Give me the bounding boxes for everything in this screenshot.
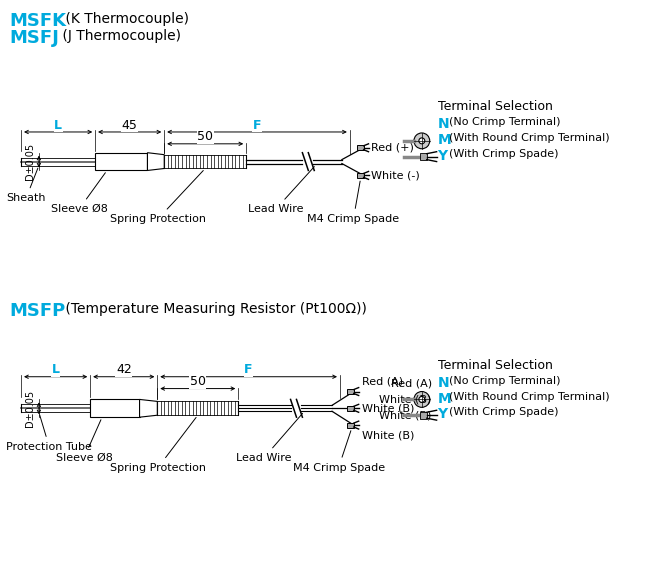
Text: M4 Crimp Spade: M4 Crimp Spade	[293, 430, 385, 473]
Text: 42: 42	[116, 363, 132, 377]
Text: Spring Protection: Spring Protection	[110, 418, 206, 473]
Text: Sheath: Sheath	[7, 168, 46, 203]
Text: (With Crimp Spade): (With Crimp Spade)	[449, 149, 559, 158]
Circle shape	[419, 138, 425, 144]
Bar	[420, 153, 427, 160]
Text: Lead Wire: Lead Wire	[236, 414, 302, 463]
Text: MSFP: MSFP	[9, 302, 65, 320]
Bar	[347, 406, 354, 411]
Text: MSFK: MSFK	[9, 12, 67, 30]
Text: Terminal Selection: Terminal Selection	[438, 359, 552, 372]
Text: M: M	[438, 133, 451, 147]
Text: Spring Protection: Spring Protection	[110, 170, 206, 224]
Bar	[347, 423, 354, 428]
Text: N: N	[438, 376, 449, 389]
Text: Sleeve Ø8: Sleeve Ø8	[51, 173, 108, 214]
Text: N: N	[438, 117, 449, 131]
Text: L: L	[54, 119, 62, 132]
Text: (With Round Crimp Terminal): (With Round Crimp Terminal)	[449, 392, 610, 401]
Text: Red (+): Red (+)	[372, 143, 415, 153]
Text: Red (A): Red (A)	[390, 379, 432, 389]
Text: (J Thermocouple): (J Thermocouple)	[57, 29, 181, 43]
Text: F: F	[253, 119, 261, 132]
Text: M4 Crimp Spade: M4 Crimp Spade	[308, 181, 400, 224]
Text: L: L	[52, 363, 59, 377]
Text: 50: 50	[190, 375, 206, 388]
Text: White (B): White (B)	[379, 395, 432, 405]
Text: F: F	[244, 363, 253, 377]
Circle shape	[414, 133, 430, 149]
Bar	[90, 400, 140, 417]
Circle shape	[414, 392, 430, 407]
Text: White (B): White (B)	[379, 410, 432, 420]
Polygon shape	[148, 153, 165, 170]
Text: Red (A): Red (A)	[362, 377, 403, 387]
Text: 45: 45	[121, 119, 138, 132]
Text: (With Crimp Spade): (With Crimp Spade)	[449, 407, 559, 418]
Bar	[95, 153, 148, 170]
Bar	[420, 412, 427, 419]
Polygon shape	[140, 400, 157, 417]
Text: MSFJ: MSFJ	[9, 29, 59, 47]
Text: Y: Y	[438, 407, 448, 422]
Text: Sleeve Ø8: Sleeve Ø8	[56, 420, 112, 463]
Text: White (B): White (B)	[362, 404, 414, 413]
Text: (With Round Crimp Terminal): (With Round Crimp Terminal)	[449, 133, 610, 143]
Text: (K Thermocouple): (K Thermocouple)	[61, 12, 189, 25]
Text: Lead Wire: Lead Wire	[248, 166, 314, 214]
Text: (Temperature Measuring Resistor (Pt100Ω)): (Temperature Measuring Resistor (Pt100Ω)…	[61, 302, 366, 316]
Bar	[357, 173, 364, 178]
Bar	[357, 146, 364, 150]
Text: Terminal Selection: Terminal Selection	[438, 101, 552, 114]
Text: White (-): White (-)	[372, 170, 421, 180]
Text: M: M	[438, 392, 451, 406]
Text: D±0.05: D±0.05	[25, 390, 35, 427]
Text: D±0.05: D±0.05	[25, 143, 35, 180]
Text: (No Crimp Terminal): (No Crimp Terminal)	[449, 376, 561, 386]
Text: Protection Tube: Protection Tube	[7, 415, 92, 452]
Text: Y: Y	[438, 149, 448, 163]
Text: (No Crimp Terminal): (No Crimp Terminal)	[449, 117, 561, 127]
Circle shape	[419, 396, 425, 402]
Text: 50: 50	[197, 130, 213, 143]
Text: White (B): White (B)	[362, 430, 414, 440]
Bar	[347, 389, 354, 394]
